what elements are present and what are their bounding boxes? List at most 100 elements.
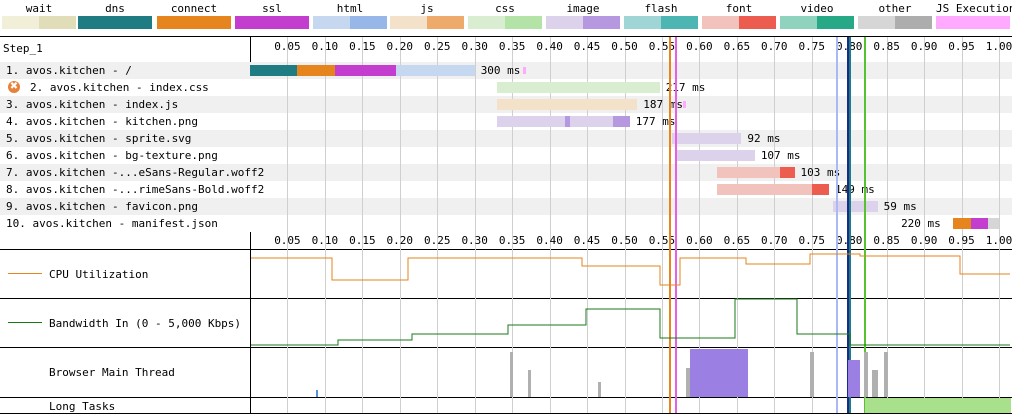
request-bar-segment bbox=[564, 116, 570, 127]
request-label: 9. avos.kitchen - favicon.png bbox=[6, 200, 199, 213]
timing-marker-line bbox=[669, 37, 672, 413]
gridline bbox=[362, 37, 364, 413]
request-duration: 300 ms bbox=[480, 64, 521, 77]
request-duration: 187 ms bbox=[643, 98, 683, 111]
main-thread-activity bbox=[690, 349, 748, 397]
gridline bbox=[474, 37, 476, 413]
request-row-bg bbox=[0, 215, 1012, 232]
separator bbox=[0, 249, 1012, 250]
cpu-utilization-line bbox=[251, 253, 1010, 286]
axis-tick-bottom: 0.60 bbox=[686, 234, 713, 247]
legend-swatch bbox=[702, 16, 776, 29]
request-duration: 103 ms bbox=[800, 166, 841, 179]
legend-item: wait bbox=[2, 0, 76, 32]
request-bar-segment bbox=[497, 116, 565, 127]
legend-item: connect bbox=[157, 0, 231, 32]
legend-swatch-light bbox=[313, 16, 350, 29]
legend-item: css bbox=[468, 0, 542, 32]
gridline bbox=[811, 37, 813, 413]
bandwidth-label: Bandwidth In (0 - 5,000 Kbps) bbox=[49, 317, 242, 330]
request-duration: 177 ms bbox=[635, 115, 676, 128]
legend-label: connect bbox=[170, 2, 218, 15]
main-thread-activity bbox=[864, 352, 868, 397]
request-bar-segment bbox=[297, 65, 335, 76]
request-bar-segment bbox=[250, 65, 298, 76]
axis-tick-bottom: 0.55 bbox=[648, 234, 676, 247]
legend-label: JS Execution bbox=[936, 2, 1012, 15]
axis-tick-bottom: 0.35 bbox=[498, 234, 526, 247]
legend-swatch-light bbox=[780, 16, 817, 29]
axis-tick-top: 0.30 bbox=[461, 40, 488, 53]
request-bar bbox=[717, 184, 829, 195]
legend-label: css bbox=[495, 2, 515, 15]
legend-swatch bbox=[858, 16, 932, 29]
gridline bbox=[999, 37, 1000, 413]
request-bar-segment bbox=[674, 150, 755, 161]
gridline bbox=[549, 37, 551, 413]
legend-label: dns bbox=[105, 2, 125, 15]
axis-tick-bottom: 0.50 bbox=[611, 234, 638, 247]
request-bar bbox=[672, 133, 742, 144]
request-bar bbox=[250, 65, 475, 76]
gridline bbox=[587, 37, 589, 413]
legend-item: dns bbox=[78, 0, 152, 32]
request-bar-segment bbox=[833, 201, 878, 212]
gridline bbox=[661, 37, 663, 413]
axis-tick-bottom: 0.40 bbox=[536, 234, 563, 247]
axis-tick-bottom: 0.25 bbox=[424, 234, 451, 247]
gridline bbox=[924, 37, 926, 413]
timing-marker-line bbox=[849, 37, 852, 413]
legend-swatch-dark bbox=[661, 16, 698, 29]
timing-marker-line bbox=[864, 37, 867, 413]
request-bar-segment bbox=[952, 218, 972, 229]
legend-swatch-light bbox=[2, 16, 39, 29]
request-bar-segment bbox=[717, 167, 780, 178]
legend-swatch bbox=[936, 16, 1010, 29]
request-label: 7. avos.kitchen -...eSans-Regular.woff2 bbox=[6, 166, 265, 179]
axis-tick-bottom: 0.30 bbox=[461, 234, 488, 247]
legend-item: video bbox=[780, 0, 854, 32]
main-thread-activity bbox=[848, 360, 860, 397]
axis-tick-top: 0.90 bbox=[910, 40, 938, 53]
request-row-bg bbox=[0, 198, 1012, 215]
legend-label: other bbox=[878, 2, 912, 15]
request-bar-segment bbox=[779, 167, 795, 178]
request-bar bbox=[717, 167, 795, 178]
axis-tick-top: 0.85 bbox=[873, 40, 900, 53]
legend-label: flash bbox=[644, 2, 678, 15]
separator bbox=[0, 36, 1012, 37]
axis-tick-top: 0.75 bbox=[798, 40, 826, 53]
request-bar-segment bbox=[569, 116, 614, 127]
separator bbox=[0, 298, 1012, 299]
request-label: 4. avos.kitchen - kitchen.png bbox=[6, 115, 199, 128]
main-thread-activity bbox=[528, 370, 531, 397]
legend-label: js bbox=[420, 2, 434, 15]
axis-tick-top: 0.25 bbox=[424, 40, 451, 53]
main-thread-activity bbox=[598, 382, 601, 397]
request-bar-segment bbox=[987, 218, 999, 229]
legend-swatch-light bbox=[858, 16, 895, 29]
legend-label: font bbox=[725, 2, 753, 15]
request-label: 10. avos.kitchen - manifest.json bbox=[6, 217, 218, 230]
main-thread-activity bbox=[810, 352, 814, 397]
legend-item: font bbox=[702, 0, 776, 32]
legend-item: flash bbox=[624, 0, 698, 32]
request-bar-segment bbox=[396, 65, 475, 76]
axis-tick-bottom: 1.00 bbox=[985, 234, 1012, 247]
legend-label: ssl bbox=[262, 2, 282, 15]
gridline bbox=[287, 37, 289, 413]
main-thread-activity bbox=[872, 370, 878, 397]
legend-swatch-light bbox=[702, 16, 739, 29]
axis-tick-bottom: 0.10 bbox=[311, 234, 339, 247]
request-duration: 220 ms bbox=[901, 217, 941, 230]
js-execution-mark bbox=[682, 101, 686, 108]
legend-swatch-dark bbox=[194, 16, 231, 29]
request-bar-segment bbox=[334, 65, 397, 76]
main-thread-activity bbox=[686, 368, 690, 397]
legend-label: wait bbox=[25, 2, 53, 15]
legend-swatch bbox=[468, 16, 542, 29]
legend-swatch-dark bbox=[817, 16, 854, 29]
axis-tick-top: 0.60 bbox=[686, 40, 713, 53]
axis-tick-bottom: 0.85 bbox=[873, 234, 900, 247]
